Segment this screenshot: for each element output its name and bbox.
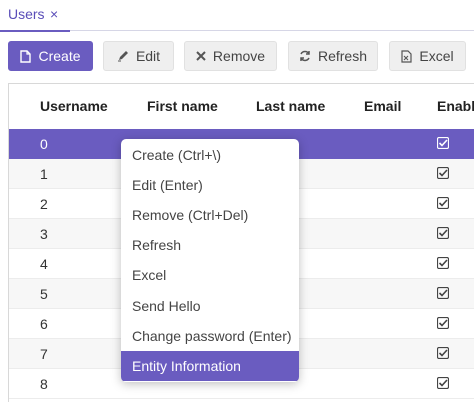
- refresh-icon: [299, 50, 311, 62]
- tab-label: Users: [8, 6, 45, 22]
- context-menu: Create (Ctrl+\) Edit (Enter) Remove (Ctr…: [121, 139, 299, 382]
- menu-item-entity-information[interactable]: Entity Information: [121, 351, 299, 381]
- column-header-first-name[interactable]: First name: [147, 98, 218, 114]
- refresh-label: Refresh: [317, 48, 368, 64]
- menu-item-remove[interactable]: Remove (Ctrl+Del): [132, 207, 249, 223]
- checkbox-checked-icon: [437, 197, 449, 209]
- edit-button[interactable]: Edit: [103, 41, 174, 71]
- menu-item-create[interactable]: Create (Ctrl+\): [132, 147, 222, 163]
- column-header-email[interactable]: Email: [364, 98, 402, 114]
- checkbox-checked-icon: [437, 257, 449, 269]
- column-header-username[interactable]: Username: [40, 98, 108, 114]
- create-button[interactable]: Create: [8, 41, 93, 71]
- close-icon[interactable]: ×: [50, 6, 59, 22]
- edit-label: Edit: [135, 48, 161, 64]
- column-header-last-name[interactable]: Last name: [256, 98, 326, 114]
- checkbox-checked-icon: [437, 347, 449, 359]
- excel-file-icon: [401, 49, 412, 63]
- refresh-button[interactable]: Refresh: [288, 41, 378, 71]
- checkbox-checked-icon: [437, 227, 449, 239]
- checkbox-checked-icon: [437, 167, 449, 179]
- menu-item-change-password[interactable]: Change password (Enter): [132, 328, 292, 344]
- checkbox-checked-icon: [437, 317, 449, 329]
- cell-username: 3: [40, 226, 48, 242]
- remove-button[interactable]: Remove: [184, 41, 277, 71]
- tab-users[interactable]: Users ×: [0, 0, 70, 32]
- cell-username: 4: [40, 256, 48, 272]
- grid-header: Username First name Last name Email Enab…: [9, 84, 474, 130]
- cell-username: 5: [40, 286, 48, 302]
- excel-button[interactable]: Excel: [389, 41, 466, 71]
- checkbox-checked-icon: [437, 287, 449, 299]
- pencil-icon: [117, 50, 129, 62]
- menu-item-excel[interactable]: Excel: [132, 267, 167, 283]
- excel-label: Excel: [419, 48, 454, 64]
- column-header-enabled[interactable]: Enabled: [437, 98, 474, 114]
- menu-item-send-hello[interactable]: Send Hello: [132, 298, 201, 314]
- cell-username: 6: [40, 316, 48, 332]
- close-x-icon: [196, 51, 206, 61]
- remove-label: Remove: [212, 48, 266, 64]
- menu-item-edit[interactable]: Edit (Enter): [132, 177, 203, 193]
- cell-username: 8: [40, 376, 48, 392]
- document-icon: [20, 49, 32, 63]
- checkbox-checked-icon: [437, 377, 449, 389]
- cell-username: 1: [40, 166, 48, 182]
- cell-username: 0: [40, 136, 48, 152]
- cell-username: 2: [40, 196, 48, 212]
- menu-item-refresh[interactable]: Refresh: [132, 237, 182, 253]
- tab-bar: Users ×: [0, 0, 474, 32]
- cell-username: 7: [40, 346, 48, 362]
- create-label: Create: [38, 48, 81, 64]
- checkbox-checked-icon: [437, 137, 449, 149]
- table-row[interactable]: 8: [9, 369, 474, 399]
